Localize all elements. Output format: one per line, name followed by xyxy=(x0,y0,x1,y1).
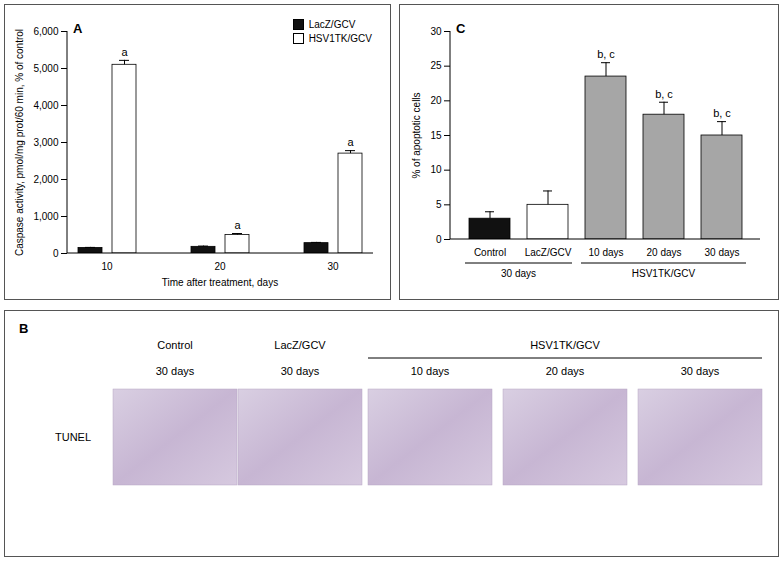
svg-text:4,000: 4,000 xyxy=(33,100,58,111)
svg-text:b, c: b, c xyxy=(655,88,673,100)
svg-text:2,000: 2,000 xyxy=(33,174,58,185)
svg-text:0: 0 xyxy=(53,248,59,259)
svg-text:LacZ/GCV: LacZ/GCV xyxy=(274,339,326,351)
svg-text:a: a xyxy=(347,136,354,148)
svg-text:30 days: 30 days xyxy=(281,365,320,377)
html-text:LacZ/GCV: LacZ/GCV xyxy=(308,19,356,30)
svg-text:b, c: b, c xyxy=(713,107,731,119)
svg-text:5: 5 xyxy=(436,199,442,210)
svg-text:LacZ/GCV: LacZ/GCV xyxy=(525,247,572,258)
svg-text:6,000: 6,000 xyxy=(33,26,58,37)
svg-text:25: 25 xyxy=(430,60,442,71)
svg-text:20: 20 xyxy=(214,261,226,272)
svg-text:30 days: 30 days xyxy=(501,268,536,279)
svg-text:30: 30 xyxy=(430,26,442,37)
svg-text:10 days: 10 days xyxy=(411,365,450,377)
svg-text:20 days: 20 days xyxy=(546,365,585,377)
svg-text:B: B xyxy=(19,321,28,336)
svg-text:10: 10 xyxy=(430,164,442,175)
svg-text:1,000: 1,000 xyxy=(33,211,58,222)
svg-text:30 days: 30 days xyxy=(156,365,195,377)
svg-text:% of apoptotic cells: % of apoptotic cells xyxy=(411,92,422,178)
svg-text:20 days: 20 days xyxy=(646,247,681,258)
svg-text:3,000: 3,000 xyxy=(33,137,58,148)
svg-text:HSV1TK/GCV: HSV1TK/GCV xyxy=(530,339,600,351)
svg-text:30: 30 xyxy=(327,261,339,272)
svg-text:b, c: b, c xyxy=(597,48,615,60)
html-text:HSV1TK/GCV: HSV1TK/GCV xyxy=(308,33,372,44)
svg-text:TUNEL: TUNEL xyxy=(55,431,91,443)
svg-text:a: a xyxy=(234,219,241,231)
html-text:C: C xyxy=(456,21,466,36)
svg-text:20: 20 xyxy=(430,95,442,106)
svg-text:Control: Control xyxy=(157,339,192,351)
svg-text:Control: Control xyxy=(474,247,506,258)
html-text:A: A xyxy=(73,21,83,36)
svg-text:10 days: 10 days xyxy=(588,247,623,258)
svg-text:HSV1TK/GCV: HSV1TK/GCV xyxy=(632,268,696,279)
svg-text:a: a xyxy=(121,46,128,58)
svg-text:30 days: 30 days xyxy=(704,247,739,258)
svg-text:5,000: 5,000 xyxy=(33,63,58,74)
svg-text:15: 15 xyxy=(430,130,442,141)
svg-text:Time after treatment, days: Time after treatment, days xyxy=(162,277,278,288)
svg-text:0: 0 xyxy=(436,234,442,245)
svg-text:30 days: 30 days xyxy=(681,365,720,377)
svg-text:10: 10 xyxy=(101,261,113,272)
svg-text:Caspase activity, pmol/mg prot: Caspase activity, pmol/mg prot/60 min, %… xyxy=(14,29,25,256)
